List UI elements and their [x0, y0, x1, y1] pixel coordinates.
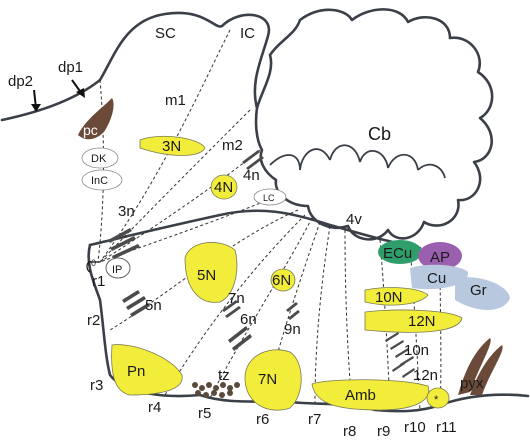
label-r10: r10 — [404, 419, 426, 436]
gr-region — [455, 277, 510, 310]
label-dp2: dp2 — [8, 73, 33, 90]
label-r0: r0 — [88, 258, 96, 268]
brain-outline — [0, 11, 271, 122]
nerve-9n-fibers — [286, 302, 300, 320]
nerve-10n-fibers — [385, 332, 414, 366]
label-sc: SC — [155, 25, 176, 42]
nerve-6n-fibers — [228, 326, 252, 351]
label-cb: Cb — [368, 124, 391, 144]
nucleus-10N — [364, 287, 429, 306]
label-12N: 12N — [408, 313, 436, 330]
label-inc: InC — [91, 175, 108, 187]
label-6n: 6n — [240, 311, 257, 328]
nucleus-4N — [210, 174, 238, 200]
label-gr: Gr — [470, 282, 487, 299]
label-7N: 7N — [258, 371, 277, 388]
label-r1: r1 — [92, 273, 105, 290]
label-cu: Cu — [427, 270, 446, 287]
label-ip: IP — [112, 264, 122, 276]
label-12n: 12n — [413, 367, 438, 384]
label-amb: Amb — [345, 387, 376, 404]
label-3N: 3N — [162, 138, 181, 155]
ip-ellipse — [105, 257, 131, 279]
label-10n: 10n — [404, 342, 429, 359]
nucleus-Pn — [111, 344, 183, 396]
ecu-region — [378, 240, 422, 264]
label-lc: LC — [263, 193, 275, 203]
cerebellum-outline — [254, 8, 494, 241]
label-m1: m1 — [165, 92, 186, 109]
label-6N: 6N — [272, 272, 291, 289]
label-m2: m2 — [222, 137, 243, 154]
cu-region — [410, 264, 469, 290]
nerve-3n-fibers — [108, 228, 140, 259]
ap-region — [418, 242, 462, 270]
nerve-7n-fibers — [222, 300, 241, 318]
label-ic: IC — [240, 25, 255, 42]
dk-ellipse — [81, 147, 119, 169]
nucleus-5N — [184, 242, 238, 303]
label-tz: tz — [218, 367, 230, 384]
nerve-4n-fibers — [242, 150, 264, 170]
label-pc: pc — [83, 122, 98, 138]
nucleus-6N — [270, 268, 296, 292]
label-4v: 4v — [346, 211, 362, 228]
nucleus-7N — [244, 349, 302, 411]
label-4N: 4N — [214, 179, 233, 196]
label-9n: 9n — [284, 321, 301, 338]
nucleus-3N — [139, 135, 206, 156]
label-pn: Pn — [127, 363, 145, 380]
label-10N: 10N — [375, 289, 403, 306]
pyx-fibers — [458, 338, 503, 395]
nucleus-star — [426, 387, 450, 409]
nucleus-12N — [364, 309, 463, 333]
nerve-12n-fibers — [392, 362, 415, 378]
label-7n: 7n — [228, 290, 245, 307]
label-ap: AP — [430, 249, 450, 266]
dp-arrows — [31, 79, 85, 112]
label-3n: 3n — [118, 203, 135, 220]
label-star: * — [434, 394, 439, 406]
label-r3: r3 — [90, 377, 103, 394]
label-r2: r2 — [87, 312, 100, 329]
tz-dots — [192, 382, 240, 398]
r0-arrow — [86, 261, 100, 273]
label-dk: DK — [91, 153, 107, 165]
label-r5: r5 — [198, 405, 211, 422]
label-r9: r9 — [377, 423, 390, 440]
label-r7: r7 — [308, 411, 321, 428]
label-r6: r6 — [256, 411, 269, 428]
label-r8: r8 — [343, 423, 356, 440]
label-5n: 5n — [145, 297, 162, 314]
label-dp1: dp1 — [58, 59, 83, 76]
label-ecu: ECu — [383, 245, 412, 262]
label-r11: r11 — [436, 419, 457, 436]
cerebellum-folia — [269, 144, 446, 179]
label-5N: 5N — [197, 267, 216, 284]
label-4n: 4n — [243, 167, 260, 184]
label-r4: r4 — [148, 399, 161, 416]
nerve-5n-fibers — [122, 290, 150, 317]
nucleus-Amb — [311, 379, 430, 411]
inc-ellipse — [81, 169, 123, 191]
fourth-ventricle-floor — [88, 209, 422, 250]
lc-ellipse — [253, 188, 287, 206]
pc-region — [78, 98, 114, 140]
label-pyx: pyx — [460, 375, 484, 392]
